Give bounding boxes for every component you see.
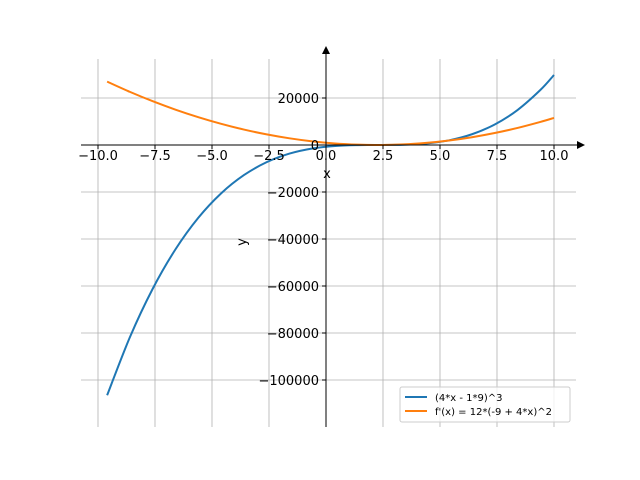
- x-tick-label: −7.5: [139, 149, 171, 164]
- series-lines: [106, 74, 555, 396]
- x-tick-label: 0.0: [316, 149, 337, 164]
- x-tick-label: −10.0: [78, 149, 118, 164]
- x-tick-label: 5.0: [430, 149, 451, 164]
- y-tick-label: −60000: [267, 280, 319, 295]
- x-tick-label: 10.0: [540, 149, 569, 164]
- y-tick-label: 20000: [278, 92, 319, 107]
- y-tick-label: 0: [311, 139, 319, 154]
- y-tick-label: −40000: [267, 233, 319, 248]
- legend: (4*x - 1*9)^3 f'(x) = 12*(-9 + 4*x)^2: [399, 386, 571, 423]
- x-tick-label: −2.5: [253, 149, 285, 164]
- y-axis-arrow: [322, 46, 330, 54]
- y-tick-label: −100000: [258, 374, 319, 389]
- legend-box: [399, 386, 571, 423]
- legend-label-0: (4*x - 1*9)^3: [435, 393, 503, 404]
- x-tick-label: 7.5: [487, 149, 508, 164]
- y-axis-label: y: [235, 238, 250, 246]
- series-line-1: [106, 80, 555, 147]
- grid: [81, 59, 576, 427]
- x-tick-label: −5.0: [196, 149, 228, 164]
- x-axis-arrow: [577, 141, 585, 149]
- series-line-0: [106, 74, 555, 396]
- y-tick-label: −20000: [267, 186, 319, 201]
- legend-label-1: f'(x) = 12*(-9 + 4*x)^2: [435, 407, 552, 418]
- x-tick-label: 2.5: [373, 149, 394, 164]
- x-axis-label: x: [323, 167, 331, 182]
- ticks: −10.0 −7.5 −5.0 −2.5 0.0 2.5 5.0 7.5 10.0 −100000…: [78, 92, 568, 389]
- y-tick-label: −80000: [267, 327, 319, 342]
